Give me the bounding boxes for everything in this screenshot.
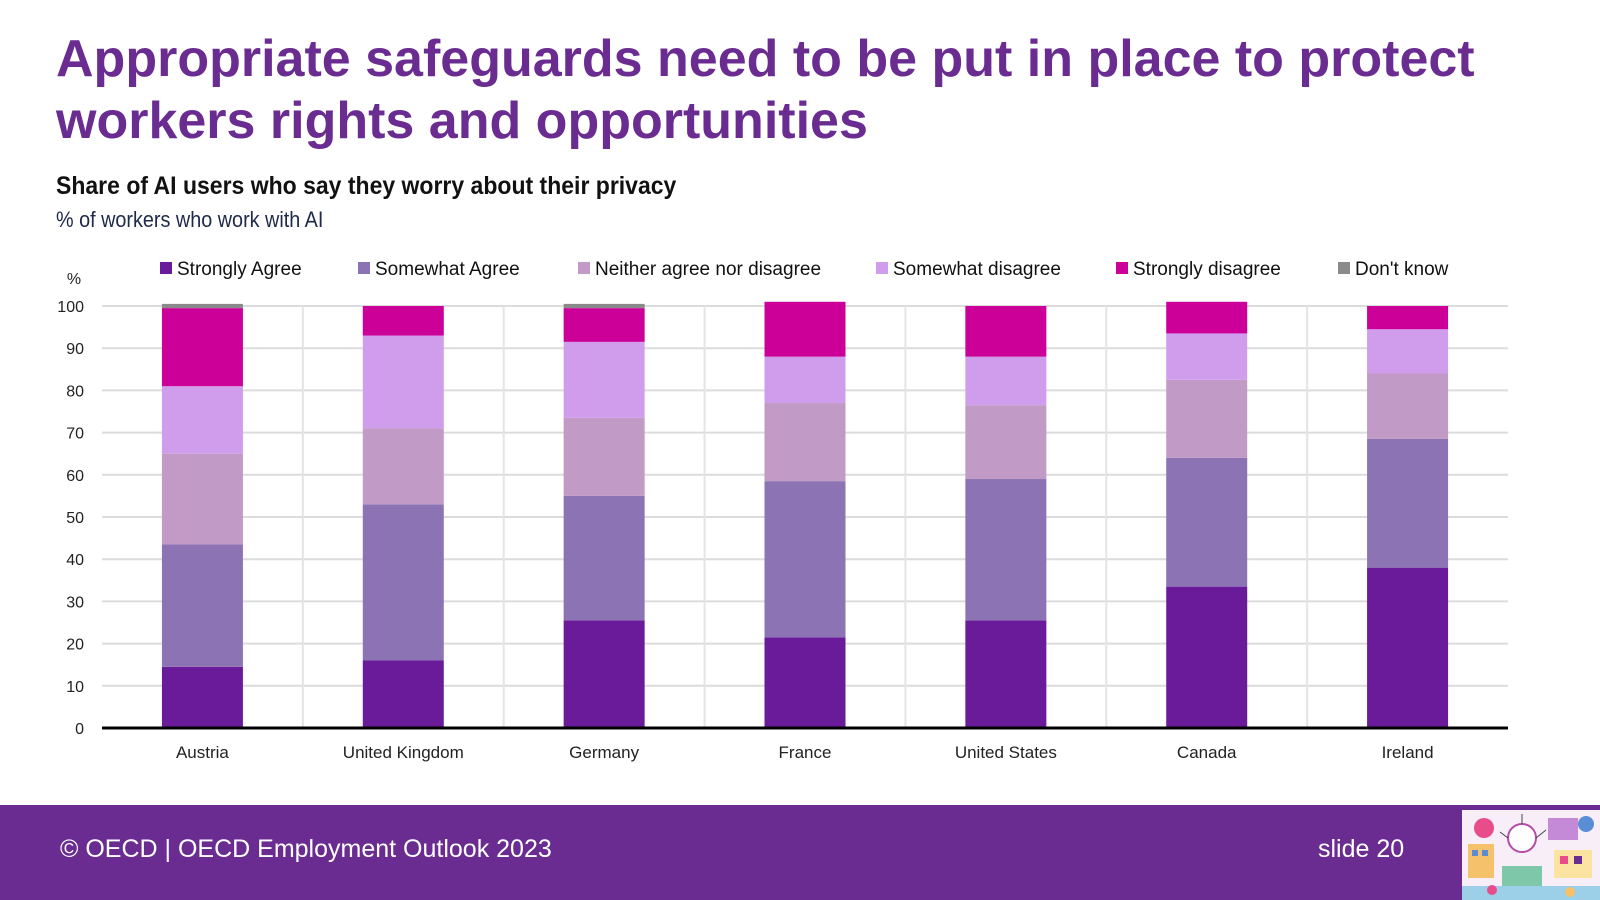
bar-france-strongly-disagree (764, 301, 846, 357)
y-tick-label-20: 20 (66, 637, 84, 654)
legend-swatch-somewhat-agree (358, 262, 370, 274)
x-tick-label-canada: Canada (1177, 743, 1237, 762)
y-tick-label-50: 50 (66, 510, 84, 527)
legend-label-strongly-agree: Strongly Agree (177, 259, 302, 280)
bar-canada-strongly-disagree (1166, 301, 1248, 334)
slide-title: Appropriate safeguards need to be put in… (56, 30, 1475, 150)
legend-swatch-somewhat-disagree (876, 262, 888, 274)
bar-united-kingdom-neither-agree-nor-disagree (362, 428, 444, 505)
y-tick-label-60: 60 (66, 468, 84, 485)
bar-ireland-strongly-disagree (1367, 306, 1449, 330)
bar-united-kingdom-somewhat-agree (362, 504, 444, 661)
y-axis-label: % (67, 271, 81, 288)
legend-label-don-t-know: Don't know (1355, 259, 1449, 280)
bar-germany-somewhat-agree (563, 495, 645, 621)
legend-label-somewhat-disagree: Somewhat disagree (893, 259, 1061, 280)
bar-ireland-strongly-agree (1367, 567, 1449, 728)
y-tick-label-90: 90 (66, 341, 84, 358)
legend-label-strongly-disagree: Strongly disagree (1133, 259, 1281, 280)
y-tick-label-70: 70 (66, 426, 84, 443)
x-tick-label-germany: Germany (569, 743, 639, 762)
bar-united-kingdom-strongly-agree (362, 660, 444, 728)
bar-ireland-somewhat-disagree (1367, 329, 1449, 374)
bar-united-states-somewhat-agree (965, 479, 1047, 621)
bar-france-somewhat-agree (764, 481, 846, 638)
bar-canada-neither-agree-nor-disagree (1166, 379, 1248, 458)
bar-united-states-strongly-agree (965, 620, 1047, 728)
legend-swatch-neither-agree-nor-disagree (578, 262, 590, 274)
bar-germany-neither-agree-nor-disagree (563, 417, 645, 496)
bar-austria-don-t-know (161, 303, 243, 309)
footer-copyright: © OECD | OECD Employment Outlook 2023 (60, 835, 552, 863)
y-tick-label-100: 100 (57, 299, 84, 316)
bar-france-strongly-agree (764, 637, 846, 728)
bar-germany-somewhat-disagree (563, 341, 645, 418)
bar-austria-somewhat-disagree (161, 386, 243, 454)
bar-united-states-neither-agree-nor-disagree (965, 405, 1047, 480)
x-tick-label-united-states: United States (955, 743, 1057, 762)
bar-united-kingdom-somewhat-disagree (362, 335, 444, 429)
bar-canada-somewhat-disagree (1166, 333, 1248, 380)
bar-united-kingdom-strongly-disagree (362, 306, 444, 336)
stacked-bar-chart: 0 10 20 30 40 50 60 70 80 90 100% Austria United Kin… (57, 259, 1508, 762)
bar-ireland-neither-agree-nor-disagree (1367, 373, 1449, 439)
y-tick-label-0: 0 (75, 721, 84, 738)
bar-germany-strongly-disagree (563, 308, 645, 342)
bar-austria-strongly-disagree (161, 308, 243, 387)
chart-area: 0 10 20 30 40 50 60 70 80 90 100% Austria United Kin… (44, 250, 1544, 790)
legend-swatch-strongly-disagree (1116, 262, 1128, 274)
bar-united-states-somewhat-disagree (965, 356, 1047, 406)
legend-swatch-strongly-agree (160, 262, 172, 274)
bar-austria-neither-agree-nor-disagree (161, 453, 243, 545)
x-tick-label-france: France (779, 743, 832, 762)
bar-ireland-somewhat-agree (1367, 438, 1449, 568)
bar-canada-somewhat-agree (1166, 457, 1248, 587)
x-tick-label-ireland: Ireland (1382, 743, 1434, 762)
x-tick-label-united-kingdom: United Kingdom (343, 743, 464, 762)
slide-number: slide 20 (1318, 835, 1405, 863)
bar-germany-don-t-know (563, 303, 645, 309)
bar-canada-strongly-agree (1166, 586, 1248, 728)
bar-austria-somewhat-agree (161, 544, 243, 667)
y-tick-label-10: 10 (66, 679, 84, 696)
footer-bar: © OECD | OECD Employment Outlook 2023 sl… (0, 805, 1600, 900)
legend-label-somewhat-agree: Somewhat Agree (375, 259, 520, 280)
y-tick-label-40: 40 (66, 552, 84, 569)
decorative-illustration (1462, 810, 1600, 900)
legend-label-neither-agree-nor-disagree: Neither agree nor disagree (595, 259, 821, 280)
bar-united-states-strongly-disagree (965, 306, 1047, 357)
chart-subtitle: % of workers who work with AI (56, 207, 324, 232)
legend-swatch-don-t-know (1338, 262, 1350, 274)
bar-france-somewhat-disagree (764, 356, 846, 404)
chart-title: Share of AI users who say they worry abo… (56, 172, 677, 200)
bar-france-neither-agree-nor-disagree (764, 403, 846, 482)
y-tick-label-30: 30 (66, 594, 84, 611)
y-tick-label-80: 80 (66, 383, 84, 400)
bar-austria-strongly-agree (161, 666, 243, 728)
x-tick-label-austria: Austria (176, 743, 229, 762)
bar-germany-strongly-agree (563, 620, 645, 728)
